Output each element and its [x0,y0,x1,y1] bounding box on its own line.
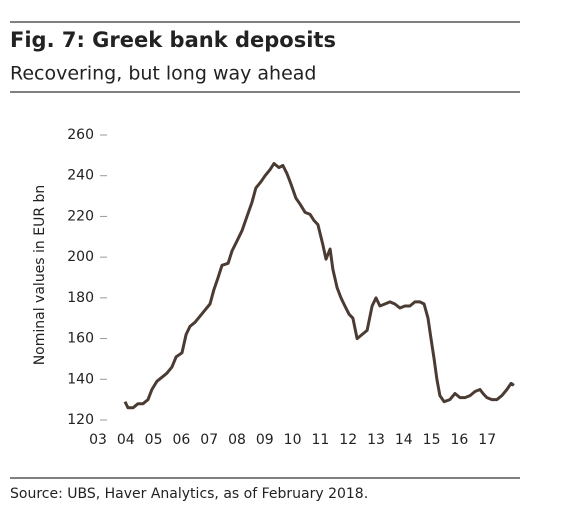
x-tick-label: 04 [117,432,135,448]
x-tick-label: 15 [423,432,441,448]
y-axis-label: Nominal values in EUR bn [32,185,48,366]
x-tick-label: 11 [311,432,329,448]
y-tick-label: 140 [67,371,94,387]
chart-title: Fig. 7: Greek bank deposits [10,28,336,52]
x-tick-label: 12 [339,432,357,448]
x-tick-label: 06 [172,432,190,448]
data-line [123,162,515,410]
x-tick-label: 03 [89,432,107,448]
chart-subtitle: Recovering, but long way ahead [10,63,317,85]
x-tick-label: 05 [145,432,163,448]
y-tick-label: 220 [67,208,94,224]
x-tick-label: 08 [228,432,246,448]
y-tick-label: 160 [67,331,94,347]
x-tick-label: 10 [284,432,302,448]
source: Source: UBS, Haver Analytics, as of Febr… [10,486,368,502]
x-tick-label: 16 [450,432,468,448]
y-tick-label: 180 [67,290,94,306]
y-tick-label: 260 [67,127,94,143]
y-tick-label: 240 [67,168,94,184]
x-tick-label: 09 [256,432,274,448]
y-tick-label: 120 [67,412,94,428]
y-tick-label: 200 [67,249,94,265]
x-tick-label: 13 [367,432,385,448]
x-tick-label: 07 [200,432,218,448]
x-tick-label: 17 [478,432,496,448]
x-tick-label: 14 [395,432,413,448]
